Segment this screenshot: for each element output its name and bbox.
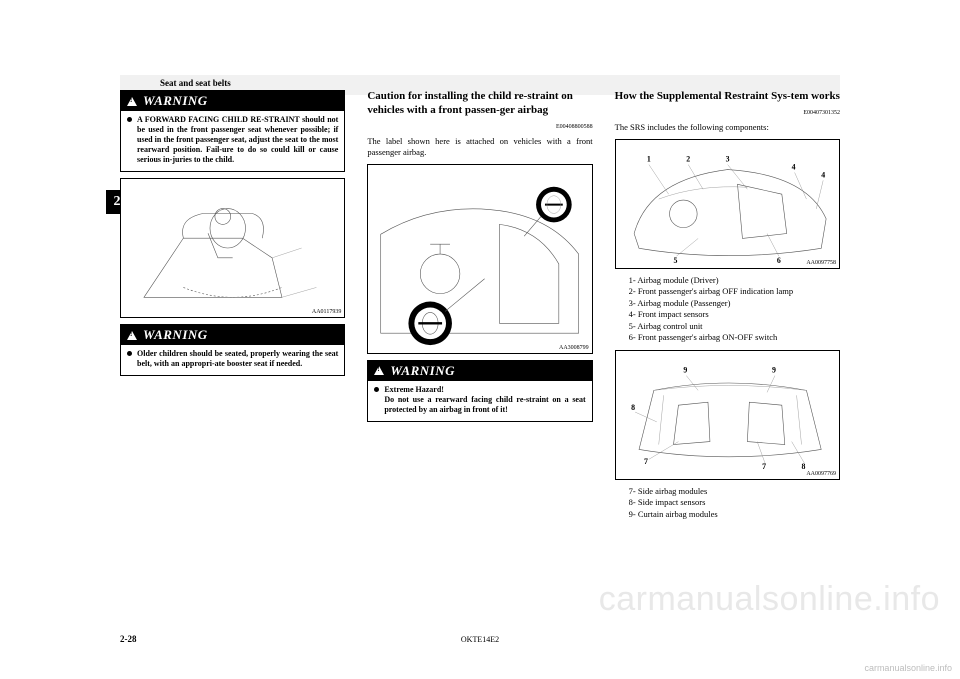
warning-body: Extreme Hazard! Do not use a rearward fa… [368, 381, 591, 421]
warning-title: WARNING [143, 93, 208, 109]
figure-srs-front: 1 2 3 4 4 5 6 AA0097758 [615, 139, 840, 269]
warning-item: Extreme Hazard! Do not use a rearward fa… [374, 385, 585, 415]
warning-item-title: Extreme Hazard! [384, 385, 444, 394]
list-item: 4- Front impact sensors [629, 309, 840, 320]
e-code: E00407301352 [615, 110, 840, 116]
callout-3: 3 [725, 154, 729, 163]
warning-triangle-icon [127, 331, 137, 340]
warning-box-2: WARNING Older children should be seated,… [120, 324, 345, 376]
callout-9a: 9 [683, 365, 687, 374]
watermark-small: carmanualsonline.info [864, 663, 952, 673]
list-item: 3- Airbag module (Passenger) [629, 298, 840, 309]
dashboard-illustration [368, 165, 591, 353]
component-list-1: 1- Airbag module (Driver) 2- Front passe… [615, 275, 840, 344]
figure-code: AA0117939 [312, 309, 341, 315]
figure-srs-side: 8 7 9 9 7 8 AA0097769 [615, 350, 840, 480]
callout-8b: 8 [801, 462, 805, 471]
list-item: 1- Airbag module (Driver) [629, 275, 840, 286]
doc-code: OKTE14E2 [461, 635, 499, 644]
callout-7b: 7 [762, 462, 766, 471]
figure-code: AA0097758 [806, 260, 836, 266]
warning-box-1: WARNING A FORWARD FACING CHILD RE-STRAIN… [120, 90, 345, 172]
callout-8a: 8 [631, 403, 635, 412]
figure-dashboard-label: AA3008799 [367, 164, 592, 354]
callout-5: 5 [673, 256, 677, 265]
list-item: 2- Front passenger's airbag OFF indicati… [629, 286, 840, 297]
body-text: The label shown here is attached on vehi… [367, 136, 592, 158]
figure-child-seat: AA0117939 [120, 178, 345, 318]
page-number: 2-28 [120, 634, 137, 644]
column-1: WARNING A FORWARD FACING CHILD RE-STRAIN… [120, 90, 345, 620]
column-3: How the Supplemental Restraint Sys-tem w… [615, 90, 840, 620]
warning-item: A FORWARD FACING CHILD RE-STRAINT should… [127, 115, 338, 165]
warning-header: WARNING [368, 361, 591, 381]
content-columns: WARNING A FORWARD FACING CHILD RE-STRAIN… [120, 90, 840, 620]
srs-front-illustration: 1 2 3 4 4 5 6 [616, 140, 839, 268]
heading: Caution for installing the child re-stra… [367, 90, 592, 118]
child-seat-illustration [121, 179, 344, 317]
callout-4a: 4 [791, 162, 795, 171]
warning-triangle-icon [127, 97, 137, 106]
column-2: Caution for installing the child re-stra… [367, 90, 592, 620]
callout-7a: 7 [644, 457, 648, 466]
component-list-2: 7- Side airbag modules 8- Side impact se… [615, 486, 840, 520]
warning-item: Older children should be seated, properl… [127, 349, 338, 369]
e-code: E00408800588 [367, 124, 592, 130]
warning-body: A FORWARD FACING CHILD RE-STRAINT should… [121, 111, 344, 171]
warning-header: WARNING [121, 325, 344, 345]
heading: How the Supplemental Restraint Sys-tem w… [615, 90, 840, 104]
figure-code: AA3008799 [559, 345, 589, 351]
srs-side-illustration: 8 7 9 9 7 8 [616, 351, 839, 479]
section-title: Seat and seat belts [160, 78, 231, 88]
figure-code: AA0097769 [806, 471, 836, 477]
callout-4b: 4 [821, 170, 825, 179]
callout-2: 2 [686, 154, 690, 163]
warning-title: WARNING [390, 363, 455, 379]
list-item: 7- Side airbag modules [629, 486, 840, 497]
list-item: 6- Front passenger's airbag ON-OFF switc… [629, 332, 840, 343]
warning-title: WARNING [143, 327, 208, 343]
callout-1: 1 [647, 154, 651, 163]
list-item: 8- Side impact sensors [629, 497, 840, 508]
warning-triangle-icon [374, 366, 384, 375]
warning-body: Older children should be seated, properl… [121, 345, 344, 375]
warning-box-3: WARNING Extreme Hazard! Do not use a rea… [367, 360, 592, 422]
page: carmanualsonline.info carmanualsonline.i… [0, 0, 960, 679]
callout-9b: 9 [772, 365, 776, 374]
list-item: 9- Curtain airbag modules [629, 509, 840, 520]
callout-6: 6 [777, 256, 781, 265]
warning-item-body: Do not use a rearward facing child re-st… [384, 395, 585, 414]
body-text: The SRS includes the following component… [615, 122, 840, 133]
list-item: 5- Airbag control unit [629, 321, 840, 332]
warning-header: WARNING [121, 91, 344, 111]
